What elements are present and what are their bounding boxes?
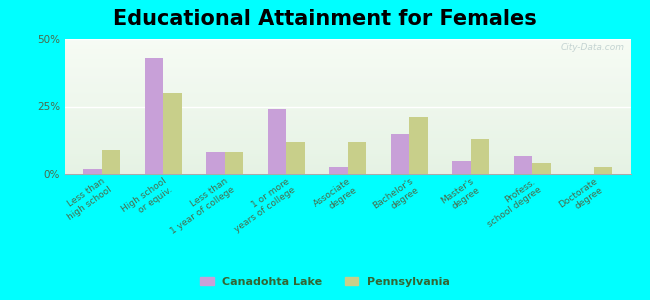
Bar <box>593 167 612 174</box>
Bar <box>348 142 366 174</box>
Text: City-Data.com: City-Data.com <box>561 43 625 52</box>
Bar <box>207 152 225 174</box>
Legend: Canadohta Lake, Pennsylvania: Canadohta Lake, Pennsylvania <box>196 272 454 291</box>
Bar <box>471 139 489 174</box>
Bar <box>145 58 163 174</box>
Bar <box>452 160 471 174</box>
Bar <box>286 142 305 174</box>
Bar <box>532 163 551 174</box>
Bar <box>225 152 243 174</box>
Bar <box>514 156 532 174</box>
Bar <box>163 93 182 174</box>
Bar <box>391 134 410 174</box>
Bar <box>330 167 348 174</box>
Bar <box>410 117 428 174</box>
Bar <box>102 150 120 174</box>
Text: Educational Attainment for Females: Educational Attainment for Females <box>113 9 537 29</box>
Bar <box>268 109 286 174</box>
Bar <box>83 169 102 174</box>
